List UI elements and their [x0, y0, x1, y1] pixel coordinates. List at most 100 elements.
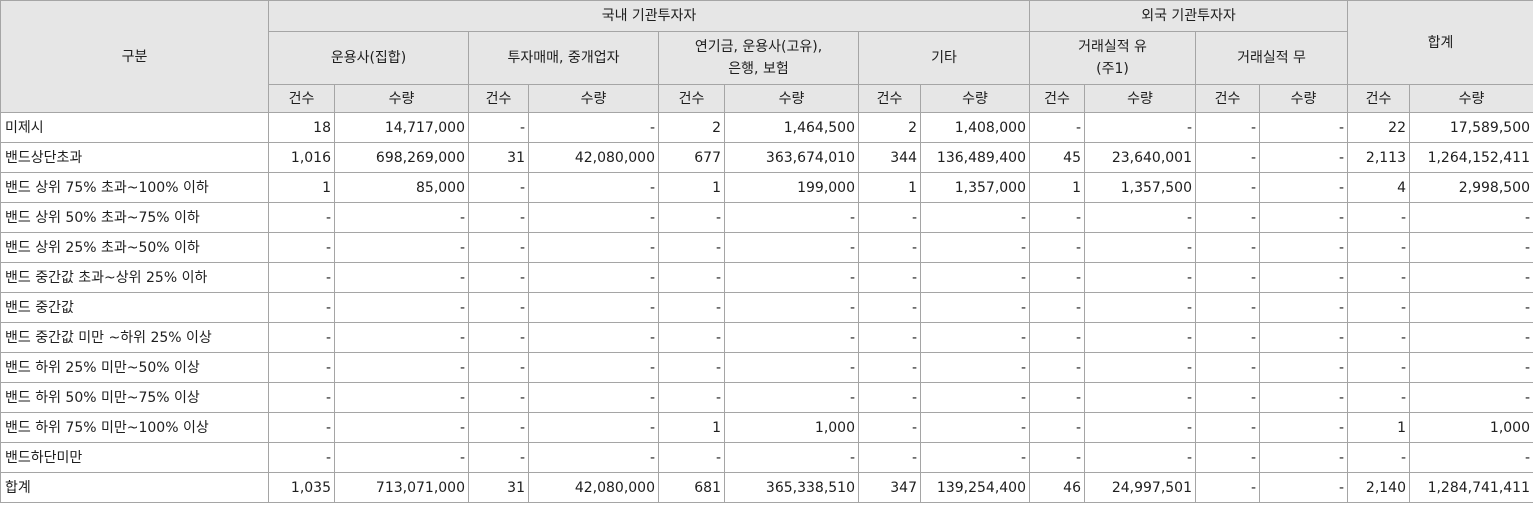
header-category: 구분: [0, 0, 269, 113]
cell-quantity: -: [334, 262, 469, 293]
cell-quantity: -: [1259, 142, 1348, 173]
cell-quantity: -: [1084, 232, 1196, 263]
row-label: 밴드상단초과: [0, 142, 269, 173]
row-label: 밴드 상위 75% 초과~100% 이하: [0, 172, 269, 203]
cell-count: -: [1195, 292, 1260, 323]
cell-count: -: [1195, 172, 1260, 203]
row-label: 밴드 상위 25% 초과~50% 이하: [0, 232, 269, 263]
cell-quantity: -: [1259, 292, 1348, 323]
cell-count: 1: [1347, 412, 1410, 443]
cell-count: -: [1195, 322, 1260, 353]
cell-quantity: 1,464,500: [724, 112, 859, 143]
cell-quantity: 14,717,000: [334, 112, 469, 143]
cell-count: -: [858, 352, 921, 383]
cell-count: -: [268, 232, 335, 263]
table-row: 밴드 상위 25% 초과~50% 이하 - - - - - - - - - - - - - -: [0, 232, 1533, 263]
cell-count: -: [1347, 262, 1410, 293]
cell-quantity: -: [334, 442, 469, 473]
header-domestic-institutional: 국내 기관투자자: [268, 0, 1030, 32]
cell-count: -: [268, 382, 335, 413]
cell-quantity: -: [334, 322, 469, 353]
cell-quantity: -: [920, 322, 1030, 353]
cell-quantity: -: [528, 382, 659, 413]
cell-quantity: -: [724, 292, 859, 323]
header-pension-line2: 은행, 보험: [728, 61, 789, 77]
header-quantity: 수량: [528, 84, 659, 113]
cell-quantity: -: [1259, 442, 1348, 473]
cell-quantity: -: [1084, 382, 1196, 413]
cell-quantity: 2,998,500: [1408, 172, 1533, 203]
cell-quantity: -: [1259, 412, 1348, 443]
cell-count: -: [468, 112, 529, 143]
cell-count: 681: [658, 472, 725, 503]
cell-count: -: [1029, 442, 1085, 473]
header-foreign-with-record: 거래실적 유 (주1): [1029, 31, 1196, 85]
cell-count: -: [1195, 142, 1260, 173]
cell-count: -: [468, 262, 529, 293]
cell-count: -: [468, 322, 529, 353]
cell-count: -: [858, 232, 921, 263]
cell-count: -: [658, 322, 725, 353]
cell-quantity: -: [1084, 322, 1196, 353]
cell-quantity: -: [1408, 202, 1533, 233]
header-foreign-without-record: 거래실적 무: [1195, 31, 1348, 85]
row-label: 밴드 중간값 초과~상위 25% 이하: [0, 262, 269, 293]
cell-quantity: 42,080,000: [528, 142, 659, 173]
cell-quantity: -: [1259, 202, 1348, 233]
cell-count: 45: [1029, 142, 1085, 173]
cell-quantity: 698,269,000: [334, 142, 469, 173]
cell-count: -: [268, 262, 335, 293]
cell-quantity: 199,000: [724, 172, 859, 203]
header-pension-bank-insurance: 연기금, 운용사(고유), 은행, 보험: [658, 31, 859, 85]
cell-quantity: 136,489,400: [920, 142, 1030, 173]
cell-quantity: -: [528, 202, 659, 233]
cell-count: -: [858, 442, 921, 473]
cell-quantity: -: [1084, 442, 1196, 473]
cell-quantity: -: [920, 352, 1030, 383]
cell-quantity: -: [1084, 112, 1196, 143]
header-other: 기타: [858, 31, 1030, 85]
cell-quantity: -: [724, 352, 859, 383]
cell-quantity: -: [528, 292, 659, 323]
header-count: 건수: [858, 84, 921, 113]
cell-count: 677: [658, 142, 725, 173]
row-label: 밴드 하위 50% 미만~75% 이상: [0, 382, 269, 413]
cell-quantity: -: [724, 442, 859, 473]
cell-quantity: 1,357,500: [1084, 172, 1196, 203]
cell-count: -: [658, 442, 725, 473]
cell-quantity: -: [724, 322, 859, 353]
cell-quantity: -: [528, 172, 659, 203]
cell-count: -: [1195, 412, 1260, 443]
cell-count: -: [1029, 112, 1085, 143]
cell-quantity: -: [724, 202, 859, 233]
cell-quantity: -: [334, 202, 469, 233]
table-row: 밴드 하위 50% 미만~75% 이상 - - - - - - - - - - - - - -: [0, 382, 1533, 413]
cell-count: -: [1347, 352, 1410, 383]
cell-count: -: [1347, 202, 1410, 233]
header-count: 건수: [1195, 84, 1260, 113]
cell-count: 31: [468, 142, 529, 173]
cell-quantity: -: [528, 262, 659, 293]
cell-quantity: -: [920, 292, 1030, 323]
cell-quantity: -: [334, 412, 469, 443]
cell-count: -: [1347, 292, 1410, 323]
cell-quantity: -: [1084, 202, 1196, 233]
cell-quantity: 1,264,152,411: [1408, 142, 1533, 173]
cell-quantity: -: [920, 202, 1030, 233]
cell-count: -: [658, 202, 725, 233]
table-row: 밴드 중간값 미만 ~하위 25% 이상 - - - - - - - - - - - - - -: [0, 322, 1533, 353]
cell-quantity: -: [1259, 262, 1348, 293]
header-quantity: 수량: [920, 84, 1030, 113]
header-total: 합계: [1346, 0, 1533, 85]
header-foreign-with-line1: 거래실적 유: [1078, 39, 1147, 55]
cell-quantity: -: [528, 232, 659, 263]
header-dealer-broker: 투자매매, 중개업자: [468, 31, 659, 85]
cell-quantity: -: [1259, 322, 1348, 353]
cell-quantity: -: [920, 412, 1030, 443]
cell-count: -: [858, 202, 921, 233]
header-quantity: 수량: [1084, 84, 1196, 113]
cell-quantity: 1,357,000: [920, 172, 1030, 203]
table-row: 합계 1,035 713,071,000 31 42,080,000 681 365,338…: [0, 472, 1533, 503]
row-label: 밴드 중간값: [0, 292, 269, 323]
